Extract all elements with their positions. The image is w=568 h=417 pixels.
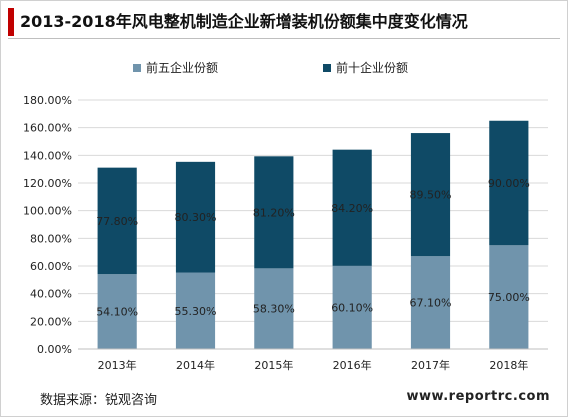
data-source: 数据来源：锐观咨询 — [40, 393, 158, 408]
data-label: 89.50% — [410, 189, 452, 202]
data-label: 84.20% — [331, 202, 373, 215]
bar-segment — [97, 167, 137, 275]
y-tick-label: 20.00% — [30, 315, 72, 328]
bar-segment — [254, 268, 294, 349]
bar-segment — [254, 156, 294, 269]
bar-segment — [175, 272, 216, 349]
bar-segment — [410, 133, 451, 257]
legend-swatch — [323, 64, 331, 72]
x-tick-label: 2013年 — [98, 358, 137, 372]
data-label: 58.30% — [253, 303, 295, 316]
data-label: 54.10% — [96, 306, 138, 319]
x-tick-label: 2018年 — [489, 358, 528, 372]
website-watermark: www.reportrc.com — [406, 389, 550, 404]
y-tick-label: 0.00% — [37, 343, 72, 356]
y-axis: 0.00% 20.00% 40.00% 60.00% 80.00% 100.00% 120.… — [23, 94, 72, 356]
y-tick-label: 60.00% — [30, 260, 72, 273]
data-label: 77.80% — [96, 215, 138, 228]
y-tick-label: 80.00% — [30, 232, 72, 245]
y-tick-label: 40.00% — [30, 288, 72, 301]
y-tick-label: 120.00% — [23, 177, 72, 190]
chart-title: 2013-2018年风电整机制造企业新增装机份额集中度变化情况 — [20, 12, 468, 31]
title-divider — [8, 38, 560, 39]
bars — [97, 120, 529, 349]
bar-segment — [175, 161, 216, 273]
bar-segment — [332, 265, 372, 349]
x-tick-label: 2017年 — [411, 358, 450, 372]
y-tick-label: 180.00% — [23, 94, 72, 107]
y-tick-label: 160.00% — [23, 122, 72, 135]
legend-label: 前十企业份额 — [336, 60, 408, 75]
x-tick-label: 2016年 — [333, 358, 372, 372]
data-label: 81.20% — [253, 206, 295, 219]
legend: 前五企业份额 前十企业份额 — [133, 60, 408, 75]
y-tick-label: 140.00% — [23, 149, 72, 162]
x-axis: 2013年 2014年 2015年 2016年 2017年 2018年 — [78, 348, 548, 372]
data-label: 90.00% — [488, 177, 530, 190]
data-label: 75.00% — [488, 291, 530, 304]
gridlines — [78, 99, 548, 322]
data-label: 60.10% — [331, 301, 373, 314]
data-label: 55.30% — [175, 305, 217, 318]
x-tick-label: 2015年 — [254, 358, 293, 372]
bar-segment — [332, 149, 372, 266]
bar-segment — [489, 120, 529, 246]
x-tick-label: 2014年 — [176, 358, 215, 372]
legend-swatch — [133, 64, 141, 72]
data-label: 80.30% — [175, 211, 217, 224]
bar-segment — [97, 274, 137, 349]
data-label: 67.10% — [410, 297, 452, 310]
data-labels: 54.10% 77.80% 55.30% 80.30% 58.30% 81.20% 60.1… — [96, 177, 530, 319]
bar-segment — [489, 245, 529, 349]
title-accent-bar — [8, 8, 14, 36]
legend-label: 前五企业份额 — [146, 60, 218, 75]
bar-segment — [410, 256, 451, 349]
y-tick-label: 100.00% — [23, 205, 72, 218]
